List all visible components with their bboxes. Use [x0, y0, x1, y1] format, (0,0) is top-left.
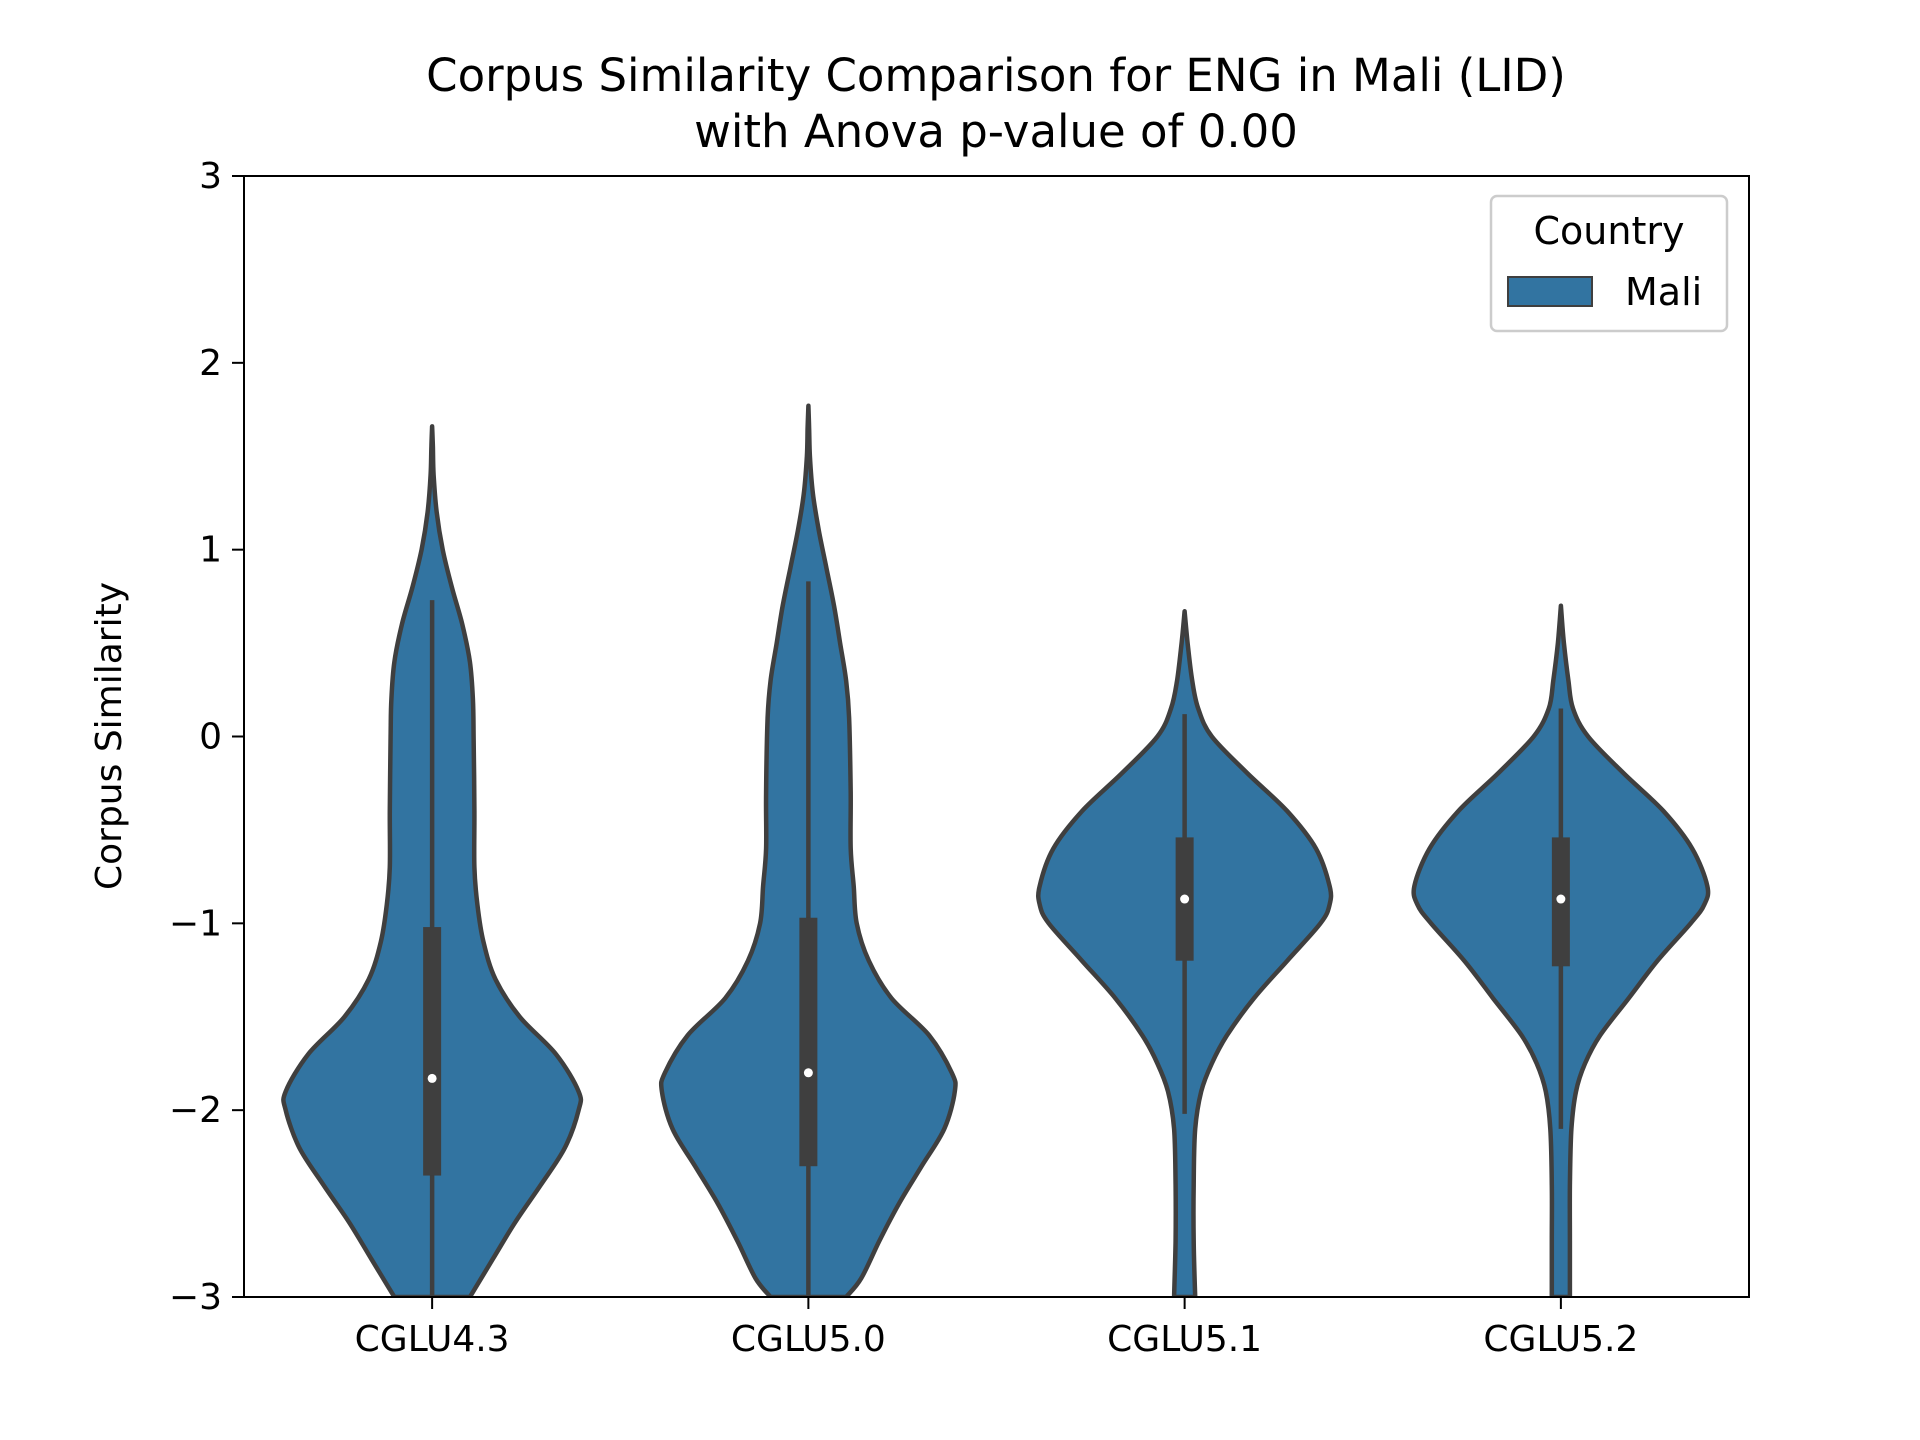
iqr-box-cglu50	[799, 917, 818, 1167]
y-tick-label: 1	[199, 530, 222, 571]
y-axis-label: Corpus Similarity	[89, 582, 130, 890]
x-tick-label: CGLU5.2	[1483, 1319, 1638, 1360]
y-tick-label: −1	[169, 903, 222, 944]
y-tick-label: −3	[169, 1277, 222, 1318]
legend-title: Country	[1534, 209, 1685, 253]
x-tick-label: CGLU5.0	[731, 1319, 886, 1360]
violins-group	[281, 403, 1711, 1297]
legend-label-mali: Mali	[1625, 270, 1702, 314]
y-tick-label: 2	[199, 343, 222, 384]
median-point-cglu51	[1180, 894, 1190, 904]
y-tick-label: −2	[169, 1090, 222, 1131]
iqr-box-cglu43	[423, 927, 442, 1176]
median-point-cglu43	[427, 1073, 437, 1083]
median-point-cglu50	[803, 1068, 813, 1078]
median-point-cglu52	[1556, 894, 1566, 904]
chart-title-line1: Corpus Similarity Comparison for ENG in …	[426, 49, 1566, 102]
x-tick-label: CGLU5.1	[1107, 1319, 1262, 1360]
y-tick-label: 0	[199, 717, 222, 758]
y-tick-label: 3	[199, 156, 222, 197]
legend-swatch-mali	[1507, 276, 1593, 307]
y-axis: 3 2 1 0 −1 −2 −3	[169, 156, 244, 1318]
x-axis: CGLU4.3 CGLU5.0 CGLU5.1 CGLU5.2	[355, 1297, 1638, 1360]
chart-title-line2: with Anova p-value of 0.00	[694, 105, 1298, 158]
x-tick-label: CGLU4.3	[355, 1319, 510, 1360]
legend[interactable]: Country Mali	[1489, 194, 1729, 333]
